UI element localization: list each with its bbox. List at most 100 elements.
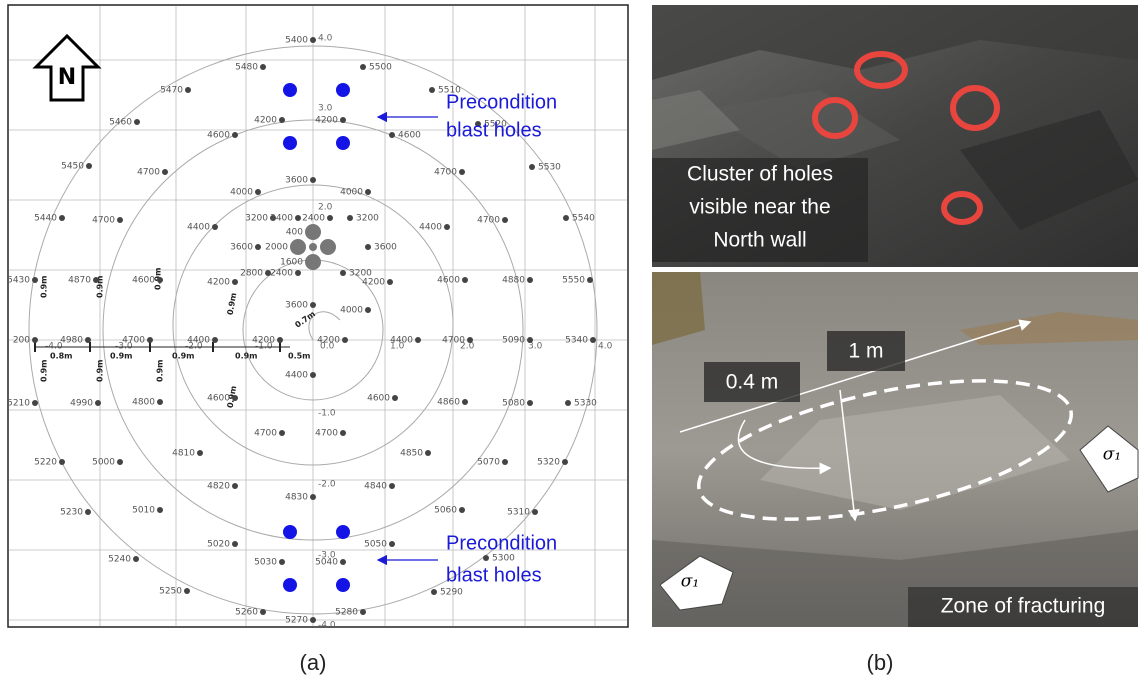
hole — [95, 400, 101, 406]
x-axis-label: 3.0 — [528, 342, 543, 352]
hole — [255, 244, 261, 250]
hole — [93, 277, 99, 283]
hole — [197, 450, 203, 456]
hole — [389, 541, 395, 547]
hole-label: 4200 — [315, 116, 338, 126]
hole — [340, 430, 346, 436]
hole — [277, 337, 283, 343]
hole — [502, 217, 508, 223]
hole — [527, 277, 533, 283]
hole-label: 4400 — [285, 371, 308, 381]
hole-label: 5010 — [132, 506, 155, 516]
hole — [327, 215, 333, 221]
hole-label: 4000 — [340, 306, 363, 316]
y-axis-label: -2.0 — [318, 480, 336, 490]
hole-label: 5250 — [159, 587, 182, 597]
hole — [425, 450, 431, 456]
hole-label: 5020 — [207, 540, 230, 550]
blast-hole — [336, 136, 350, 150]
hole — [310, 372, 316, 378]
figure: -4.0-3.0-2.0-1.00.01.02.03.04.04.03.02.0… — [0, 0, 1140, 681]
hole — [347, 215, 353, 221]
hole — [483, 555, 489, 561]
hole-label: 1600 — [280, 258, 303, 268]
hole — [389, 483, 395, 489]
hole — [232, 483, 238, 489]
blast-hole — [336, 525, 350, 539]
hole — [162, 169, 168, 175]
hole — [309, 243, 317, 251]
y-axis-label: 2.0 — [318, 203, 333, 213]
note-text: blast holes — [446, 564, 542, 586]
hole-label: 5080 — [502, 399, 525, 409]
hole — [86, 163, 92, 169]
hole-label: 4700 — [92, 216, 115, 226]
hole — [232, 395, 238, 401]
hole — [133, 556, 139, 562]
dimension-label: 0.8m — [50, 352, 73, 361]
blast-hole — [283, 136, 297, 150]
hole — [117, 459, 123, 465]
hole — [157, 507, 163, 513]
hole-label: 5450 — [61, 162, 84, 172]
hole — [590, 337, 596, 343]
hole — [212, 224, 218, 230]
caption: (b) — [867, 650, 894, 675]
note-text: blast holes — [446, 119, 542, 141]
hole-label: 4700 — [442, 336, 465, 346]
hole-label: 5530 — [538, 163, 561, 173]
hole-label: 3200 — [349, 269, 372, 279]
hole — [392, 395, 398, 401]
hole-label: 2400 — [302, 214, 325, 224]
hole-label: 4200 — [252, 336, 275, 346]
hole — [389, 132, 395, 138]
hole — [459, 507, 465, 513]
hole — [295, 270, 301, 276]
hole — [310, 177, 316, 183]
hole-label: 4700 — [434, 168, 457, 178]
dimension-label: 0.9m — [40, 359, 49, 382]
hole — [342, 337, 348, 343]
hole — [444, 224, 450, 230]
hole-label: 5240 — [108, 555, 131, 565]
hole — [340, 270, 346, 276]
hole-label: 4850 — [400, 449, 423, 459]
hole-label: 4600 — [207, 131, 230, 141]
hole — [185, 87, 191, 93]
hole-label: 4800 — [132, 398, 155, 408]
hole-label: 5270 — [285, 616, 308, 626]
hole-large — [305, 224, 321, 240]
hole-label: 5460 — [109, 118, 132, 128]
hole — [365, 189, 371, 195]
hole — [502, 459, 508, 465]
hole-label: 400 — [286, 228, 303, 238]
hole-label: 4000 — [340, 188, 363, 198]
hole-label: 4400 — [187, 223, 210, 233]
dimension-label: 0.9m — [110, 352, 133, 361]
hole — [587, 277, 593, 283]
hole-label: 3600 — [285, 176, 308, 186]
hole — [232, 541, 238, 547]
hole-label: 5230 — [60, 508, 83, 518]
hole-label: 5500 — [369, 63, 392, 73]
y-axis-label: 4.0 — [318, 34, 333, 44]
y-axis-label: -1.0 — [318, 409, 336, 419]
hole — [532, 509, 538, 515]
hole-label: 5050 — [364, 540, 387, 550]
hole — [147, 337, 153, 343]
hole — [232, 279, 238, 285]
blast-hole — [283, 525, 297, 539]
photo-bottom: 0.4 m 1 m σ₁ σ₁ Zone of fracturing — [652, 272, 1138, 627]
hole-label: 4810 — [172, 449, 195, 459]
hole — [117, 217, 123, 223]
hole — [134, 119, 140, 125]
hole-large — [290, 239, 306, 255]
hole — [527, 400, 533, 406]
hole — [310, 302, 316, 308]
hole-label: 4700 — [122, 336, 145, 346]
hole-label: 5480 — [235, 63, 258, 73]
hole-label: 5310 — [507, 508, 530, 518]
hole — [255, 189, 261, 195]
hole — [212, 337, 218, 343]
hole-label: 5030 — [254, 558, 277, 568]
